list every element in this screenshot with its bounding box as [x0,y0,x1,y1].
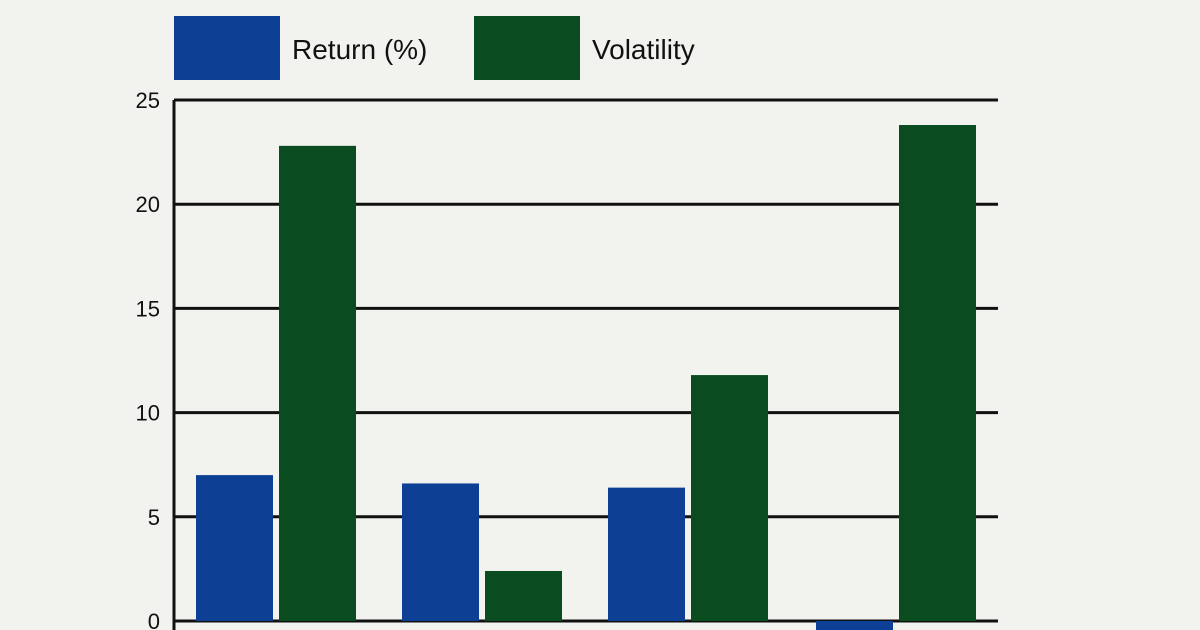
legend-swatch-0 [174,16,280,80]
legend: Return (%) Volatility [174,16,695,80]
y-tick-label: 10 [136,401,160,426]
legend-swatch-1 [474,16,580,80]
y-tick-label: 5 [148,505,160,530]
bar-volatility-3 [899,125,976,622]
y-tick-label: 25 [136,88,160,113]
y-tick-label: 0 [148,609,160,630]
bar-return-1 [402,483,479,621]
y-tick-label: 20 [136,192,160,217]
y-tick-label: 15 [136,296,160,321]
legend-label-1: Volatility [592,34,695,65]
bars [196,125,976,630]
legend-label-0: Return (%) [292,34,427,65]
bar-volatility-1 [485,570,562,621]
bar-volatility-2 [691,375,768,621]
y-axis-ticks: 0 5 10 15 20 25 [136,88,160,630]
bar-return-2 [608,487,685,621]
bar-return-3 [816,621,893,630]
bar-return-0 [196,475,273,621]
bar-volatility-0 [279,145,356,621]
